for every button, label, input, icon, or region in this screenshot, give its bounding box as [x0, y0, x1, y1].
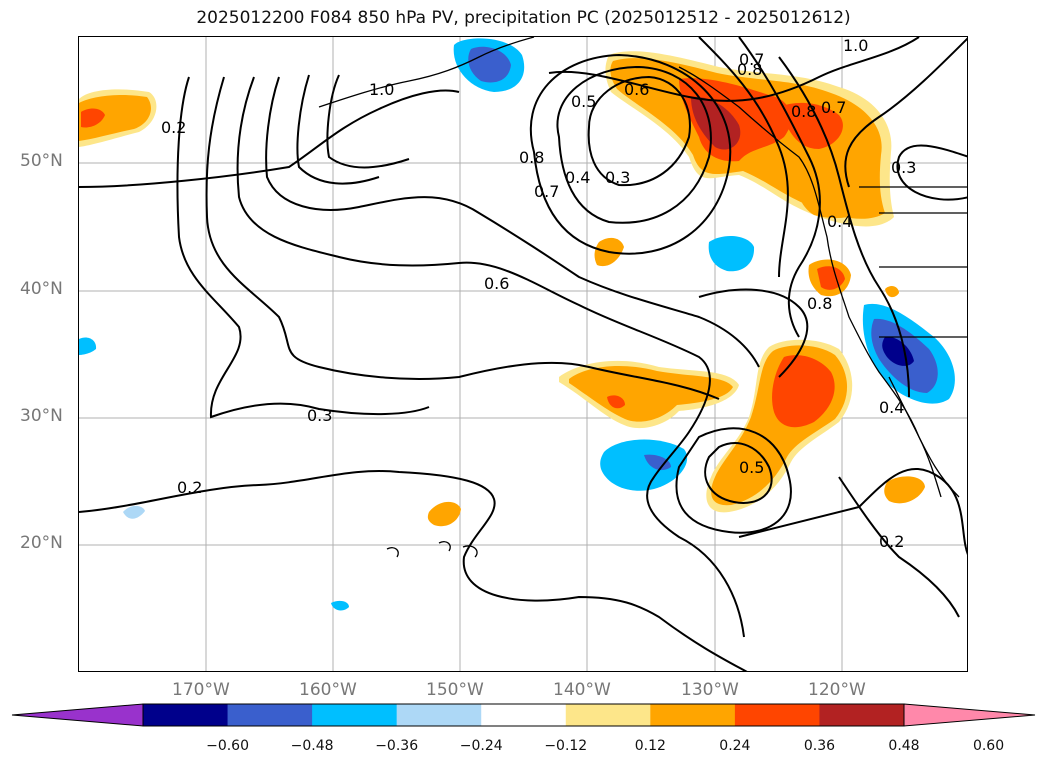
lat-label-20n: 20°N — [20, 533, 63, 553]
colorbar-tick-label: −0.12 — [544, 738, 588, 754]
precip-negative-blob — [600, 439, 688, 491]
contour-label: 0.5 — [739, 458, 764, 477]
lon-label-120w: 120°W — [808, 680, 866, 700]
precip-positive-blob — [798, 180, 869, 219]
precip-positive-blob — [885, 286, 899, 298]
colorbar-segment — [734, 704, 820, 726]
colorbar — [11, 703, 1036, 727]
map-canvas: 1.0 1.0 0.7 0.8 0.2 0.5 0.6 0.8 0.7 0.4 … — [79, 37, 967, 671]
precip-negative-blob — [79, 337, 97, 355]
contour-label: 0.2 — [879, 532, 904, 551]
contour-label: 0.5 — [571, 92, 596, 111]
precip-positive-blob — [779, 102, 843, 149]
precip-positive-blob — [81, 108, 105, 128]
contour-label: 0.2 — [177, 478, 202, 497]
contour-label-layer: 1.0 1.0 0.7 0.8 0.2 0.5 0.6 0.8 0.7 0.4 … — [161, 37, 916, 551]
colorbar-segment — [396, 704, 482, 726]
lon-label-170w: 170°W — [172, 680, 230, 700]
contour-label: 0.7 — [821, 98, 846, 117]
lon-label-150w: 150°W — [426, 680, 484, 700]
lon-label-130w: 130°W — [681, 680, 739, 700]
colorbar-extend-max — [903, 703, 1036, 727]
colorbar-tick-label: −0.60 — [206, 738, 249, 754]
precip-negative-blob — [123, 505, 145, 519]
lat-label-50n: 50°N — [20, 151, 63, 171]
contour-label: 1.0 — [843, 37, 868, 55]
map-title: 2025012200 F084 850 hPa PV, precipitatio… — [196, 8, 851, 28]
contour-label: 0.3 — [891, 158, 916, 177]
contour-label: 0.6 — [484, 274, 509, 293]
colorbar-tick-label: 0.36 — [803, 738, 836, 754]
contour-label: 0.4 — [827, 212, 852, 231]
precip-negative-blob — [644, 454, 671, 471]
precip-negative-blob — [468, 46, 511, 83]
precip-shading — [79, 38, 955, 611]
colorbar-tick-label: 0.48 — [888, 738, 920, 754]
lat-label-40n: 40°N — [20, 279, 63, 299]
lat-label-30n: 30°N — [20, 406, 63, 426]
contour-label: 0.3 — [307, 406, 332, 425]
colorbar-segment — [481, 704, 567, 726]
colorbar-tick-label: 0.24 — [719, 738, 751, 754]
precip-positive-blob — [607, 395, 625, 409]
contour-label: 0.3 — [605, 168, 630, 187]
coastlines — [318, 37, 967, 558]
colorbar-segment — [819, 704, 905, 726]
colorbar-segment — [227, 704, 313, 726]
contour-label: 0.7 — [739, 50, 764, 69]
colorbar-segments — [11, 703, 1036, 727]
map-panel: 1.0 1.0 0.7 0.8 0.2 0.5 0.6 0.8 0.7 0.4 … — [78, 36, 968, 672]
colorbar-segment — [650, 704, 736, 726]
lon-label-160w: 160°W — [299, 680, 357, 700]
colorbar-tick-label: −0.36 — [375, 738, 419, 754]
contour-label: 0.6 — [624, 80, 649, 99]
precip-positive-blob — [884, 476, 925, 504]
contour-label: 0.2 — [161, 118, 186, 137]
precip-positive-blob — [569, 365, 733, 422]
precip-positive-blob — [772, 355, 835, 428]
contour-label: 0.4 — [879, 398, 904, 417]
colorbar-tick-label: −0.24 — [459, 738, 503, 754]
contour-label: 0.8 — [519, 148, 544, 167]
colorbar-segment — [565, 704, 651, 726]
contour-label: 0.8 — [737, 60, 762, 79]
colorbar-segment — [143, 704, 229, 726]
precip-negative-blob — [708, 235, 755, 272]
precip-positive-blob — [79, 95, 151, 141]
contour-label: 0.4 — [565, 168, 590, 187]
colorbar-tick-label: 0.60 — [972, 738, 1005, 754]
precip-positive-blob — [427, 501, 461, 527]
lon-label-140w: 140°W — [553, 680, 611, 700]
contour-label: 1.0 — [369, 80, 394, 99]
colorbar-tick-label: 0.12 — [634, 738, 666, 754]
contour-label: 0.8 — [807, 294, 832, 313]
contour-label: 0.7 — [534, 182, 559, 201]
contour-label: 0.8 — [791, 102, 816, 121]
precip-negative-blob — [331, 600, 349, 611]
colorbar-segment — [312, 704, 398, 726]
colorbar-extend-min — [11, 703, 144, 727]
colorbar-tick-label: −0.48 — [290, 738, 334, 754]
